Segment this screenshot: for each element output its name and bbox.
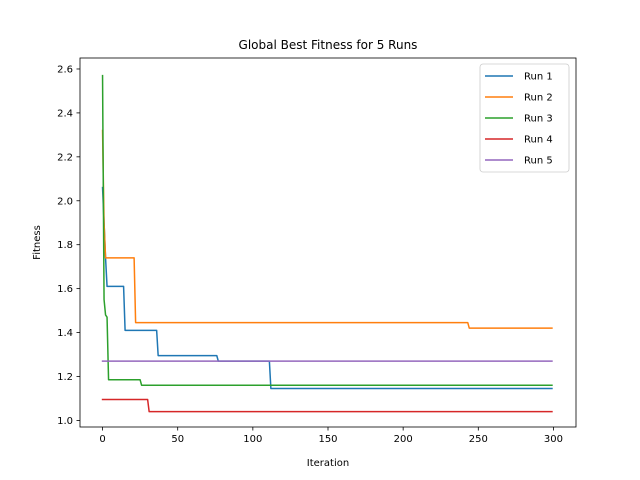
x-axis-ticks: 0 50 100 150 200 250 300 [99, 427, 563, 445]
series-line-run-3 [101, 74, 553, 387]
plot-lines [101, 74, 553, 413]
y-tick-label: 2.4 [57, 108, 73, 119]
legend-label-run-3: Run 3 [524, 114, 553, 125]
series-line-run-1 [101, 186, 553, 390]
x-tick-label: 250 [469, 434, 488, 445]
y-axis-ticks: 1.0 1.2 1.4 1.6 1.8 2.0 2.2 2.4 2.6 [57, 64, 80, 427]
x-tick-label: 0 [99, 434, 105, 445]
legend-label-run-5: Run 5 [524, 156, 553, 167]
y-tick-label: 2.0 [57, 196, 73, 207]
legend-label-run-2: Run 2 [524, 93, 553, 104]
legend: Run 1 Run 2 Run 3 Run 4 Run 5 [479, 63, 570, 173]
legend-box [479, 63, 570, 173]
chart-title: Global Best Fitness for 5 Runs [239, 38, 418, 52]
y-tick-label: 1.2 [57, 372, 73, 383]
y-axis-label: Fitness [32, 225, 43, 260]
x-tick-label: 100 [243, 434, 262, 445]
y-tick-label: 2.2 [57, 152, 73, 163]
x-tick-label: 200 [394, 434, 413, 445]
x-tick-label: 150 [318, 434, 337, 445]
y-tick-label: 1.8 [57, 240, 73, 251]
legend-label-run-4: Run 4 [524, 135, 553, 146]
x-tick-label: 50 [171, 434, 184, 445]
x-tick-label: 300 [544, 434, 563, 445]
y-tick-label: 1.0 [57, 416, 73, 427]
y-tick-label: 2.6 [57, 64, 73, 75]
y-tick-label: 1.6 [57, 284, 73, 295]
y-tick-label: 1.4 [57, 328, 73, 339]
plot-frame [79, 57, 577, 428]
series-line-run-4 [101, 398, 553, 413]
legend-label-run-1: Run 1 [524, 72, 553, 83]
x-axis-label: Iteration [307, 458, 349, 469]
